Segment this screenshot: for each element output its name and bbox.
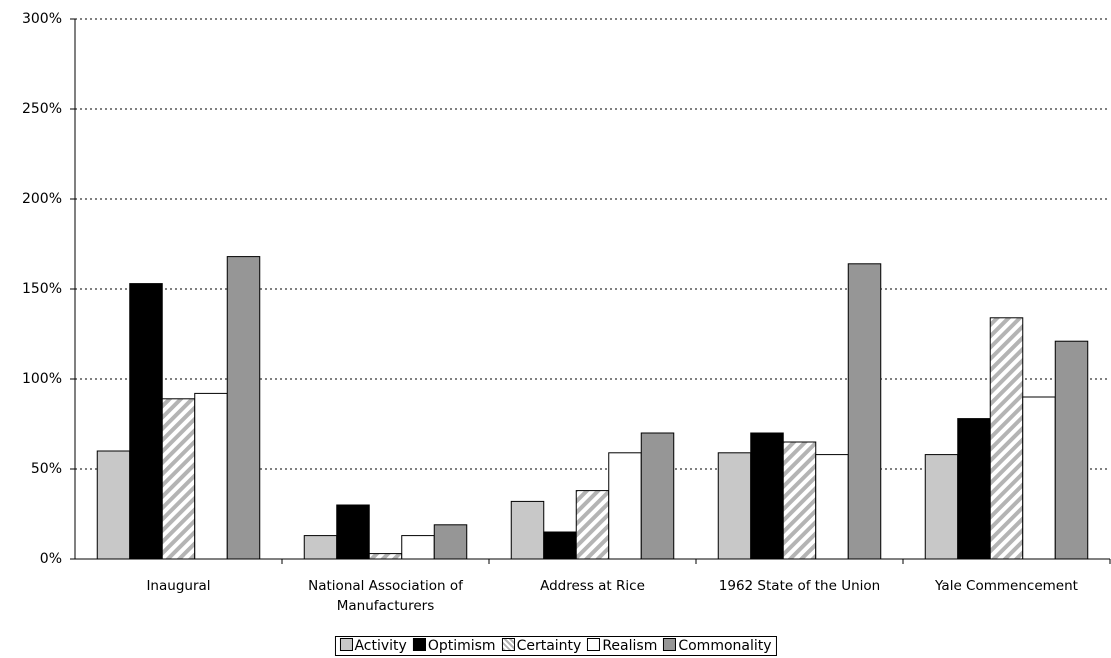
legend-item: Optimism bbox=[412, 638, 496, 654]
legend-item: Activity bbox=[339, 638, 407, 654]
bar bbox=[303, 535, 338, 560]
x-tick-label: National Association of Manufacturers bbox=[308, 578, 463, 614]
y-tick-label: 150% bbox=[22, 281, 62, 297]
bar bbox=[161, 398, 196, 560]
bar bbox=[989, 317, 1024, 560]
bar bbox=[510, 500, 545, 560]
bar bbox=[924, 454, 959, 560]
bar bbox=[1054, 340, 1089, 560]
bar bbox=[129, 283, 163, 560]
bar bbox=[847, 263, 882, 560]
legend: Activity Optimism Certainty Realism Commonal… bbox=[334, 636, 777, 656]
bar bbox=[543, 531, 577, 560]
bar bbox=[368, 553, 403, 560]
legend-item: Realism bbox=[587, 638, 657, 654]
y-tick-label: 250% bbox=[22, 101, 62, 117]
x-tick-label: 1962 State of the Union bbox=[718, 578, 881, 594]
bar bbox=[575, 490, 610, 560]
legend-swatch bbox=[412, 638, 426, 651]
y-tick-label: 300% bbox=[22, 11, 62, 27]
bar bbox=[336, 504, 370, 560]
bar bbox=[1022, 396, 1056, 560]
legend-item: Certainty bbox=[501, 638, 582, 654]
y-tick-label: 100% bbox=[22, 371, 62, 387]
bar bbox=[782, 441, 817, 560]
bar bbox=[96, 450, 131, 560]
legend-label: Certainty bbox=[516, 638, 582, 654]
bar bbox=[640, 432, 675, 560]
y-tick-label: 200% bbox=[22, 191, 62, 207]
x-tick-label: Address at Rice bbox=[540, 578, 645, 594]
x-tick-label: Inaugural bbox=[146, 578, 211, 594]
legend-swatch bbox=[663, 638, 677, 651]
bar bbox=[957, 418, 991, 560]
legend-swatch bbox=[339, 638, 353, 651]
legend-label: Optimism bbox=[427, 638, 496, 654]
legend-swatch bbox=[587, 638, 601, 651]
legend-label: Realism bbox=[602, 638, 658, 654]
bar bbox=[226, 256, 261, 560]
bar bbox=[194, 392, 228, 560]
bar bbox=[750, 432, 784, 560]
bar bbox=[608, 452, 642, 560]
x-tick-label: Yale Commencement bbox=[935, 578, 1078, 594]
y-tick-label: 0% bbox=[40, 551, 62, 567]
bar bbox=[401, 535, 435, 560]
legend-swatch bbox=[501, 638, 515, 651]
bar bbox=[433, 524, 468, 560]
y-tick-label: 50% bbox=[31, 461, 62, 477]
legend-label: Activity bbox=[354, 638, 407, 654]
legend-item: Commonality bbox=[663, 638, 772, 654]
legend-label: Commonality bbox=[678, 638, 772, 654]
bar bbox=[717, 452, 752, 560]
bar bbox=[815, 454, 849, 560]
